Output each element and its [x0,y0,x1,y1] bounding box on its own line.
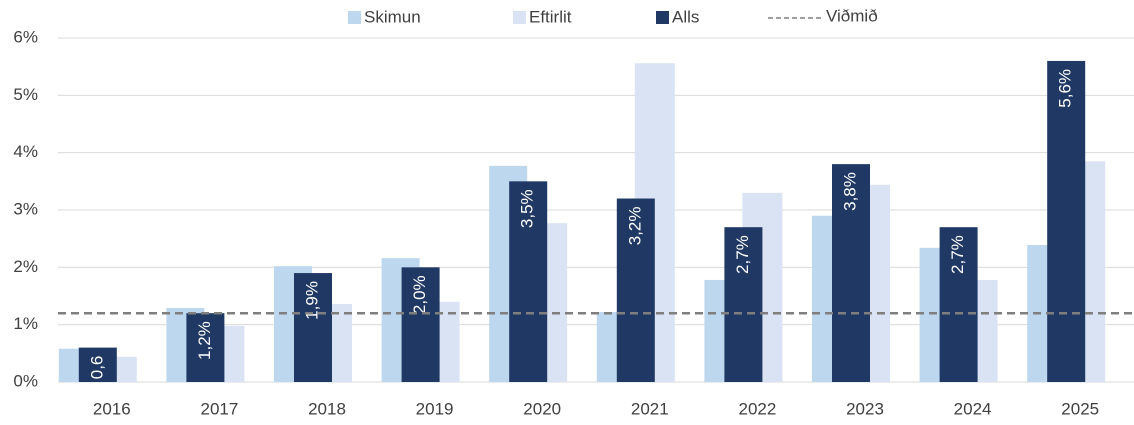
bar [509,181,548,382]
bar [78,347,117,382]
x-tick-label: 2021 [631,399,669,418]
x-tick-label: 2024 [954,399,992,418]
data-label: 2,7% [733,235,752,274]
x-tick-label: 2018 [308,399,346,418]
bar [832,164,870,382]
data-label: 2,7% [948,235,967,274]
data-label: 1,2% [195,321,214,360]
legend-label: Skimun [364,7,421,26]
data-label: 3,8% [840,172,859,211]
y-tick-label: 1% [13,314,38,333]
legend-label: Eftirlit [529,7,572,26]
y-tick-label: 0% [13,371,38,390]
legend-swatch [348,11,361,24]
y-tick-label: 5% [13,85,38,104]
x-tick-label: 2022 [738,399,776,418]
bar [939,227,978,382]
x-tick-label: 2016 [93,399,131,418]
bar [616,198,655,382]
y-tick-label: 3% [13,199,38,218]
data-label: 3,5% [518,189,537,228]
bar [294,273,332,382]
x-tick-label: 2023 [846,399,884,418]
data-label: 5,6% [1056,69,1075,108]
y-tick-label: 2% [13,257,38,276]
legend-swatch [656,11,669,24]
x-tick-label: 2020 [523,399,561,418]
y-tick-label: 6% [13,27,38,46]
x-tick-label: 2025 [1061,399,1099,418]
bar [724,227,763,382]
legend-label: Viðmið [826,6,878,25]
y-tick-label: 4% [13,142,38,161]
legend-label: Alls [672,7,699,26]
bar [1047,60,1086,382]
data-label: 3,2% [625,207,644,246]
data-label: 2,0% [410,275,429,314]
bar [186,313,225,382]
x-tick-label: 2017 [200,399,238,418]
legend-swatch [513,11,526,24]
bar [401,267,440,382]
x-tick-label: 2019 [416,399,454,418]
data-label: 1,9% [302,281,321,320]
data-label: 0,6 [87,356,106,380]
